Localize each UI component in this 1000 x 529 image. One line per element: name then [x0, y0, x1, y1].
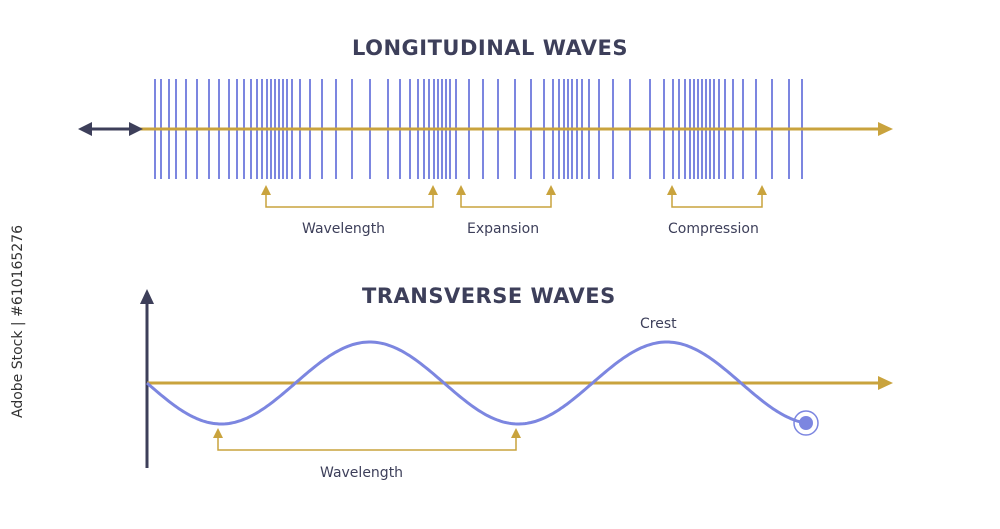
compression-label: Compression — [668, 221, 759, 237]
expansion-label: Expansion — [467, 221, 540, 237]
expansion-bracket — [456, 185, 556, 208]
compression-bracket — [667, 185, 767, 208]
wave-particle-icon — [793, 410, 819, 436]
wavelength-bracket-longitudinal — [261, 185, 438, 208]
transverse-axis-arrowhead — [878, 376, 893, 390]
wavelength-bracket-transverse — [213, 428, 521, 451]
crest-label: Crest — [640, 316, 677, 332]
longitudinal-title: LONGITUDINAL WAVES — [352, 36, 629, 60]
transverse-wave-curve — [146, 340, 806, 426]
longitudinal-axis-arrowhead — [878, 122, 893, 136]
double-arrow-icon — [78, 122, 143, 136]
watermark-text: Adobe Stock | #610165276 — [10, 225, 26, 418]
wavelength-label-transverse: Wavelength — [320, 465, 404, 481]
transverse-vertical-axis — [140, 289, 154, 468]
wavelength-label-longitudinal: Wavelength — [302, 221, 386, 237]
transverse-title: TRANSVERSE WAVES — [362, 284, 616, 308]
